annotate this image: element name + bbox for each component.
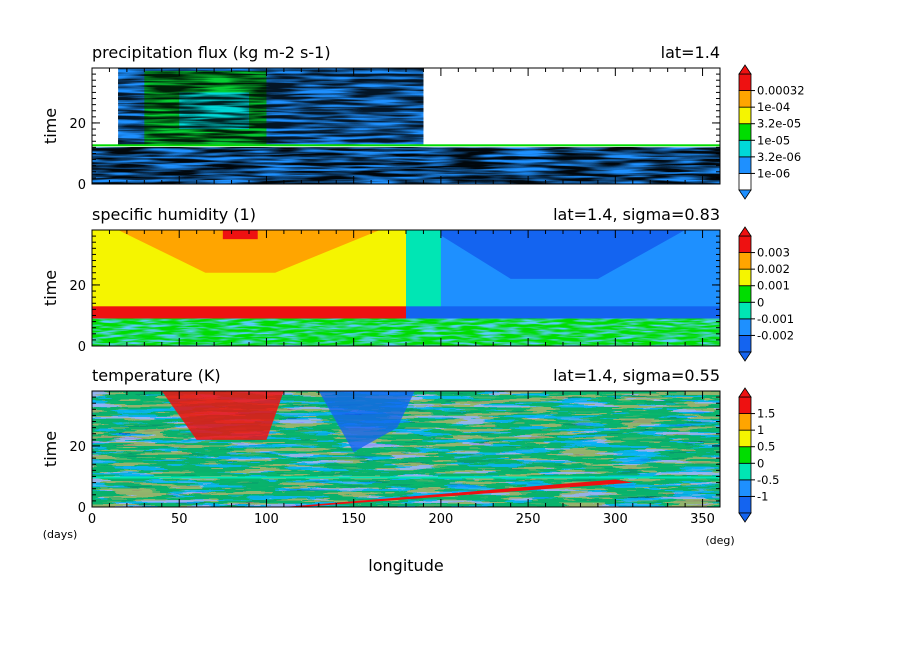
colorbar-segment bbox=[738, 73, 752, 91]
colorbar-arrow-down bbox=[738, 351, 752, 362]
colorbar-segment bbox=[738, 90, 752, 108]
y-tick-label: 0 bbox=[78, 178, 86, 193]
field-region bbox=[118, 230, 380, 273]
colorbar-label: -0.002 bbox=[757, 328, 794, 342]
y-tick-label: 20 bbox=[69, 440, 86, 455]
x-tick-label: 300 bbox=[603, 512, 628, 527]
colorbar-label: 0 bbox=[757, 295, 764, 309]
field-region bbox=[432, 230, 686, 279]
colorbar-segment bbox=[738, 173, 752, 191]
colorbar: -0.002 -0.001 0 0.001 0.002 0.003 bbox=[738, 226, 794, 362]
field-region bbox=[161, 391, 284, 440]
x-tick-label: 350 bbox=[690, 512, 715, 527]
colorbar-label: 0.003 bbox=[757, 246, 790, 260]
colorbar-label: 1 bbox=[757, 423, 764, 437]
colorbar-segment bbox=[738, 396, 752, 414]
panel-1: precipitation flux (kg m-2 s-1) lat=1.4 ti… bbox=[41, 43, 805, 200]
field-region bbox=[318, 391, 415, 453]
colorbar-segment bbox=[738, 335, 752, 353]
field-region bbox=[406, 306, 720, 319]
colorbar-segment bbox=[738, 268, 752, 287]
colorbar-arrow-up bbox=[738, 226, 752, 237]
colorbar-label: 0 bbox=[757, 456, 764, 470]
colorbar-label: 1e-04 bbox=[757, 100, 790, 114]
x-tick-label: 150 bbox=[341, 512, 366, 527]
colorbar-segment bbox=[738, 318, 752, 336]
y-unit-label: (days) bbox=[43, 528, 78, 541]
colorbar-label: 0.5 bbox=[757, 440, 775, 454]
colorbar-arrow-down bbox=[738, 512, 752, 523]
colorbar-label: 0.002 bbox=[757, 262, 790, 276]
x-unit-label: (deg) bbox=[705, 534, 734, 547]
colorbar-label: -0.5 bbox=[757, 473, 779, 487]
colorbar-segment bbox=[738, 429, 752, 448]
panel-field bbox=[92, 391, 720, 507]
field-region bbox=[283, 479, 633, 507]
field-texture bbox=[92, 318, 720, 346]
field-region bbox=[222, 230, 258, 240]
colorbar-segment bbox=[738, 496, 752, 514]
x-tick-label: 200 bbox=[428, 512, 453, 527]
colorbar-label: 0.00032 bbox=[757, 84, 805, 98]
field-region bbox=[92, 144, 720, 147]
colorbar-segment bbox=[738, 252, 752, 270]
field-region bbox=[92, 476, 720, 479]
y-tick-label: 20 bbox=[69, 117, 86, 132]
y-tick-label: 0 bbox=[78, 501, 86, 516]
colorbar-segment bbox=[738, 462, 752, 481]
panel-subtitle: lat=1.4, sigma=0.55 bbox=[553, 366, 720, 385]
panel-title: temperature (K) bbox=[92, 366, 221, 385]
y-axis-label: time bbox=[41, 108, 60, 144]
colorbar-arrow-up bbox=[738, 64, 752, 75]
colorbar-segment bbox=[738, 285, 752, 303]
colorbar-segment bbox=[738, 156, 752, 174]
colorbar-segment bbox=[738, 301, 752, 320]
field-texture bbox=[92, 147, 720, 184]
x-tick-label: 250 bbox=[516, 512, 541, 527]
colorbar-label: 0.001 bbox=[757, 279, 790, 293]
y-tick-label: 0 bbox=[78, 340, 86, 355]
colorbar-label: 1.5 bbox=[757, 407, 775, 421]
x-tick-label: 50 bbox=[171, 512, 188, 527]
x-tick-label: 0 bbox=[88, 512, 96, 527]
colorbar-label: -0.001 bbox=[757, 312, 794, 326]
colorbar: 1e-06 3.2e-06 1e-05 3.2e-05 1e-04 0.00032 bbox=[738, 64, 805, 200]
y-axis-label: time bbox=[41, 270, 60, 306]
panel-field bbox=[92, 230, 720, 346]
colorbar-label: 1e-05 bbox=[757, 133, 790, 147]
panel-field bbox=[92, 68, 720, 184]
colorbar-segment bbox=[738, 413, 752, 431]
colorbar-arrow-up bbox=[738, 387, 752, 398]
panel-3: temperature (K) lat=1.4, sigma=0.55 time 0 2… bbox=[41, 366, 779, 527]
x-axis-label: longitude bbox=[368, 556, 443, 575]
y-tick-label: 20 bbox=[69, 279, 86, 294]
x-tick-label: 100 bbox=[254, 512, 279, 527]
colorbar-segment bbox=[738, 479, 752, 497]
colorbar-label: 3.2e-05 bbox=[757, 117, 801, 131]
colorbar-arrow-down bbox=[738, 189, 752, 200]
panel-subtitle: lat=1.4 bbox=[661, 43, 720, 62]
panel-subtitle: lat=1.4, sigma=0.83 bbox=[553, 205, 720, 224]
colorbar-label: 1e-06 bbox=[757, 166, 790, 180]
colorbar-label: -1 bbox=[757, 489, 768, 503]
colorbar-segment bbox=[738, 106, 752, 125]
field-texture bbox=[118, 68, 424, 145]
panel-2: specific humidity (1) lat=1.4, sigma=0.83… bbox=[41, 205, 794, 362]
colorbar-segment bbox=[738, 446, 752, 464]
colorbar-segment bbox=[738, 235, 752, 253]
colorbar: -1 -0.5 0 0.5 1 1.5 bbox=[738, 387, 779, 523]
colorbar-segment bbox=[738, 139, 752, 158]
panel-title: specific humidity (1) bbox=[92, 205, 256, 224]
panel-title: precipitation flux (kg m-2 s-1) bbox=[92, 43, 331, 62]
field-region bbox=[92, 306, 406, 319]
colorbar-segment bbox=[738, 123, 752, 141]
y-axis-label: time bbox=[41, 431, 60, 467]
colorbar-label: 3.2e-06 bbox=[757, 150, 801, 164]
